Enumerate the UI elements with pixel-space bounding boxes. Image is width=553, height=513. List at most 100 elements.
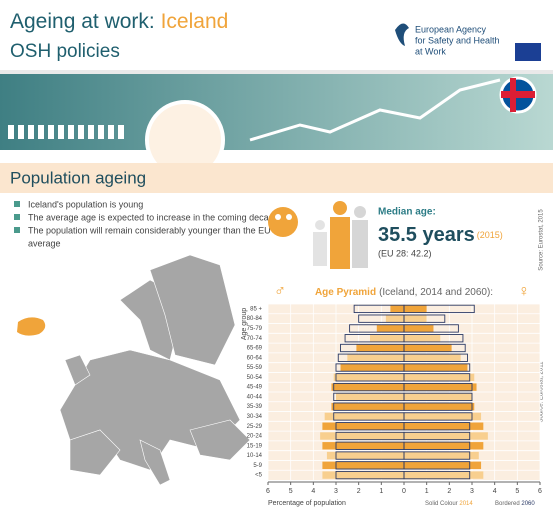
trend-line [249,78,501,142]
title: Ageing at work: Iceland [10,10,228,33]
bar-solid [404,314,427,323]
europe-map [59,254,251,486]
bar-solid [404,324,434,333]
female-symbol: ♀ [518,283,530,300]
y-tick-label: 80-84 [247,316,263,322]
y-tick-label: 60-64 [247,355,263,361]
bar-bordered [403,304,475,314]
bullet [14,227,20,233]
x-tick-label: 2 [357,488,361,495]
bar-bordered [403,334,464,343]
eu-flag [515,43,541,61]
y-tick-label: 5-9 [253,463,262,469]
bullet [14,201,20,207]
legend-solid-year: 2014 [459,501,473,507]
flag-cross [501,91,535,98]
median-eu: (EU 28: 42.2) [378,248,432,258]
x-tick-label: 5 [515,488,519,495]
bar-solid [404,402,475,411]
y-tick-label: 50-54 [247,375,263,381]
agency-line: at Work [415,46,446,56]
agency-logo [395,23,409,46]
bar-solid [404,471,484,479]
y-axis-label: Age group [241,308,248,340]
bar-solid [376,324,404,333]
legend: Solid Colour 2014 [425,501,473,507]
bar-bordered [403,431,471,441]
bar-solid [324,412,404,421]
legend-solid: Solid Colour [425,501,459,507]
bar-solid [336,393,404,401]
bullet-text: The population will remain considerably … [28,225,271,235]
bar-solid [331,402,404,411]
bar-bordered [403,412,473,421]
bar-solid [340,363,404,372]
bar-solid [404,363,468,372]
bar-bordered [403,373,471,382]
bar-solid [322,442,404,450]
bar-bordered [403,441,471,450]
x-tick-label: 5 [289,488,293,495]
bar-bordered [403,402,473,411]
y-tick-label: 75-79 [247,326,263,332]
country: Iceland [161,10,229,33]
bar-solid [404,422,484,430]
x-tick-label: 2 [447,488,451,495]
source: Source: Eurostat, 2011 [539,361,545,423]
bar-bordered [403,392,473,402]
bar-solid [404,412,482,421]
chart-subtitle: (Iceland, 2014 and 2060): [379,287,493,298]
bar-solid [331,383,404,391]
x-tick-label: 3 [470,488,474,495]
bar-bordered [403,461,471,470]
bar-bordered [403,343,466,353]
agency-line: European Agency [415,24,487,34]
y-tick-label: 15-19 [247,443,263,449]
bar-solid [404,305,427,313]
bar-solid [404,442,484,450]
x-tick-label: 0 [402,488,406,495]
bar-solid [404,393,472,401]
bar-solid [404,344,452,352]
bar-solid [333,373,404,382]
legend: Bordered 2060 [495,501,535,507]
median-figures [313,201,368,269]
x-axis-label: Percentage of population [268,500,346,507]
age-icon [268,207,298,237]
bullet-text: average [28,238,61,248]
y-tick-label: 10-14 [247,453,263,459]
bar-solid [404,383,477,391]
bar-solid [320,432,404,440]
x-tick-label: 6 [266,488,270,495]
median-number: 35.5 years [378,224,475,246]
x-tick-label: 1 [425,488,429,495]
median-year: (2015) [477,230,503,240]
bar-bordered [403,470,471,480]
x-tick-label: 4 [311,488,315,495]
bar-bordered [403,324,459,333]
y-tick-label: 30-34 [247,414,263,420]
bar-bordered [403,382,473,392]
iceland-map [17,317,46,336]
bullet [14,214,20,220]
bar-solid [390,305,404,313]
x-tick-label: 6 [538,488,542,495]
y-tick-label: 55-59 [247,365,263,371]
y-tick-label: 25-29 [247,424,263,430]
y-tick-label: <5 [255,473,263,479]
bar-solid [370,334,404,342]
source: Source: Eurostat, 2015 [539,209,545,271]
x-tick-label: 1 [379,488,383,495]
age-icon-part [286,214,292,220]
bar-solid [326,451,404,460]
legend-bordered-year: 2060 [521,501,535,507]
section-bar [0,163,553,193]
bar-bordered [403,353,468,362]
bar-solid [322,471,404,479]
bar-bordered [403,314,446,323]
flag-cross [510,78,516,112]
y-tick-label: 40-44 [247,394,263,400]
bar-solid [404,373,475,382]
bar-bordered [403,422,471,431]
bar-solid [322,461,404,470]
